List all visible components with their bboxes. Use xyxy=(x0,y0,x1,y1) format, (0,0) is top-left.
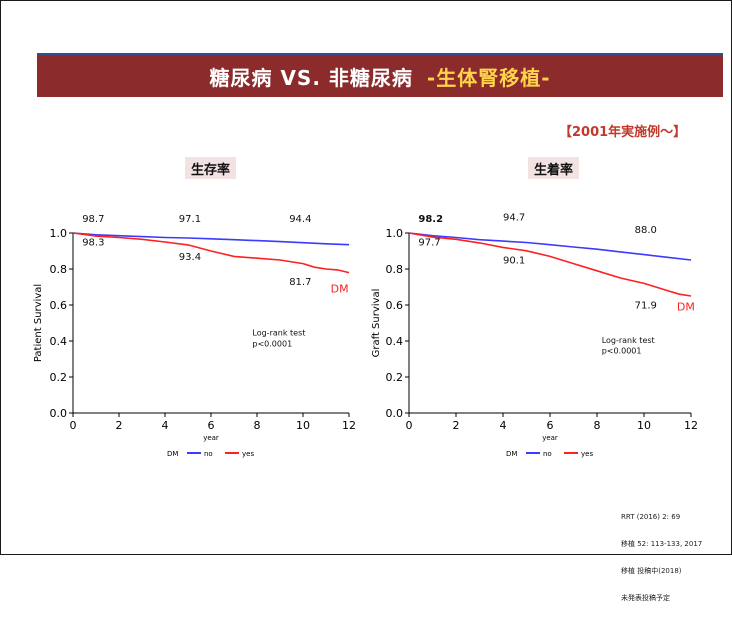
data-label: p<0.0001 xyxy=(252,339,292,348)
data-label: 98.3 xyxy=(82,238,104,249)
data-label: Log-rank test xyxy=(602,336,655,345)
x-tick-label: 0 xyxy=(406,419,413,432)
y-tick-label: 0.2 xyxy=(386,371,404,384)
y-tick-label: 0.0 xyxy=(50,407,68,420)
x-tick-label: 10 xyxy=(637,419,651,432)
data-label: 97.7 xyxy=(418,238,440,249)
data-label: 88.0 xyxy=(635,225,657,236)
y-axis-label: Graft Survival xyxy=(371,289,382,358)
slide-subtitle: -生体腎移植- xyxy=(427,62,551,91)
data-label: 81.7 xyxy=(289,277,311,288)
x-tick-label: 10 xyxy=(296,419,310,432)
data-label: 71.9 xyxy=(635,301,657,312)
legend-label-no: no xyxy=(204,450,213,458)
y-axis-label: Patient Survival xyxy=(33,284,44,362)
slide: 糖尿病 VS. 非糖尿病 -生体腎移植- 【2001年実施例～】 生存率 生着率… xyxy=(0,0,732,555)
series-line-yes xyxy=(409,233,691,296)
x-tick-label: 8 xyxy=(594,419,601,432)
y-tick-label: 0.4 xyxy=(50,335,68,348)
series-line-no xyxy=(73,233,349,245)
y-tick-label: 0.8 xyxy=(50,263,68,276)
x-tick-label: 4 xyxy=(500,419,507,432)
graft-survival-chart: 0 2 4 6 8 10 12 0.0 0.2 0.4 0.6 0.8 1.0 year Graft Sur… xyxy=(367,201,703,471)
y-tick-label: 0.2 xyxy=(50,371,68,384)
data-label: Log-rank test xyxy=(252,329,305,338)
x-tick-label: 4 xyxy=(162,419,169,432)
x-tick-label: 0 xyxy=(70,419,77,432)
x-axis-label: year xyxy=(542,434,558,442)
data-label: 94.7 xyxy=(503,212,525,223)
x-axis-label: year xyxy=(203,434,219,442)
x-tick-label: 8 xyxy=(254,419,261,432)
chart-title-graft: 生着率 xyxy=(528,157,579,179)
legend-label-yes: yes xyxy=(581,450,593,458)
y-tick-label: 0.4 xyxy=(386,335,404,348)
data-label: 90.1 xyxy=(503,256,525,267)
slide-title: 糖尿病 VS. 非糖尿病 xyxy=(209,62,412,91)
x-tick-label: 12 xyxy=(342,419,356,432)
x-tick-label: 6 xyxy=(547,419,554,432)
y-tick-label: 1.0 xyxy=(50,227,68,240)
x-tick-label: 2 xyxy=(116,419,123,432)
y-tick-label: 0.6 xyxy=(386,299,404,312)
data-label: DM xyxy=(677,300,695,313)
chart-title-patient: 生存率 xyxy=(185,157,236,179)
data-label: 98.7 xyxy=(82,214,104,225)
citation-line: 未発表投稿予定 xyxy=(621,594,702,603)
y-tick-label: 1.0 xyxy=(386,227,404,240)
data-label: p<0.0001 xyxy=(602,347,642,356)
y-tick-label: 0.6 xyxy=(50,299,68,312)
patient-survival-chart: 0 2 4 6 8 10 12 0.0 0.2 0.4 0.6 0.8 1.0 year Patient S… xyxy=(29,201,359,471)
legend-label-yes: yes xyxy=(242,450,254,458)
x-tick-label: 6 xyxy=(208,419,215,432)
y-tick-label: 0.0 xyxy=(386,407,404,420)
x-tick-label: 2 xyxy=(453,419,460,432)
data-label: 94.4 xyxy=(289,214,311,225)
y-tick-label: 0.8 xyxy=(386,263,404,276)
data-label: 98.2 xyxy=(418,214,443,225)
x-tick-label: 12 xyxy=(684,419,698,432)
legend-label-no: no xyxy=(543,450,552,458)
since-note: 【2001年実施例～】 xyxy=(559,121,686,140)
legend-title: DM xyxy=(167,450,178,458)
citation-line: 移植 投稿中(2018) xyxy=(621,567,702,576)
citation-line: RRT (2016) 2: 69 xyxy=(621,513,702,522)
data-label: DM xyxy=(331,282,349,295)
citation-line: 移植 52: 113-133, 2017 xyxy=(621,540,702,549)
data-label: 93.4 xyxy=(179,252,201,263)
legend-title: DM xyxy=(506,450,517,458)
title-banner: 糖尿病 VS. 非糖尿病 -生体腎移植- xyxy=(37,53,723,97)
data-label: 97.1 xyxy=(179,214,201,225)
citation-notes: RRT (2016) 2: 69 移植 52: 113-133, 2017 移植… xyxy=(621,495,702,621)
